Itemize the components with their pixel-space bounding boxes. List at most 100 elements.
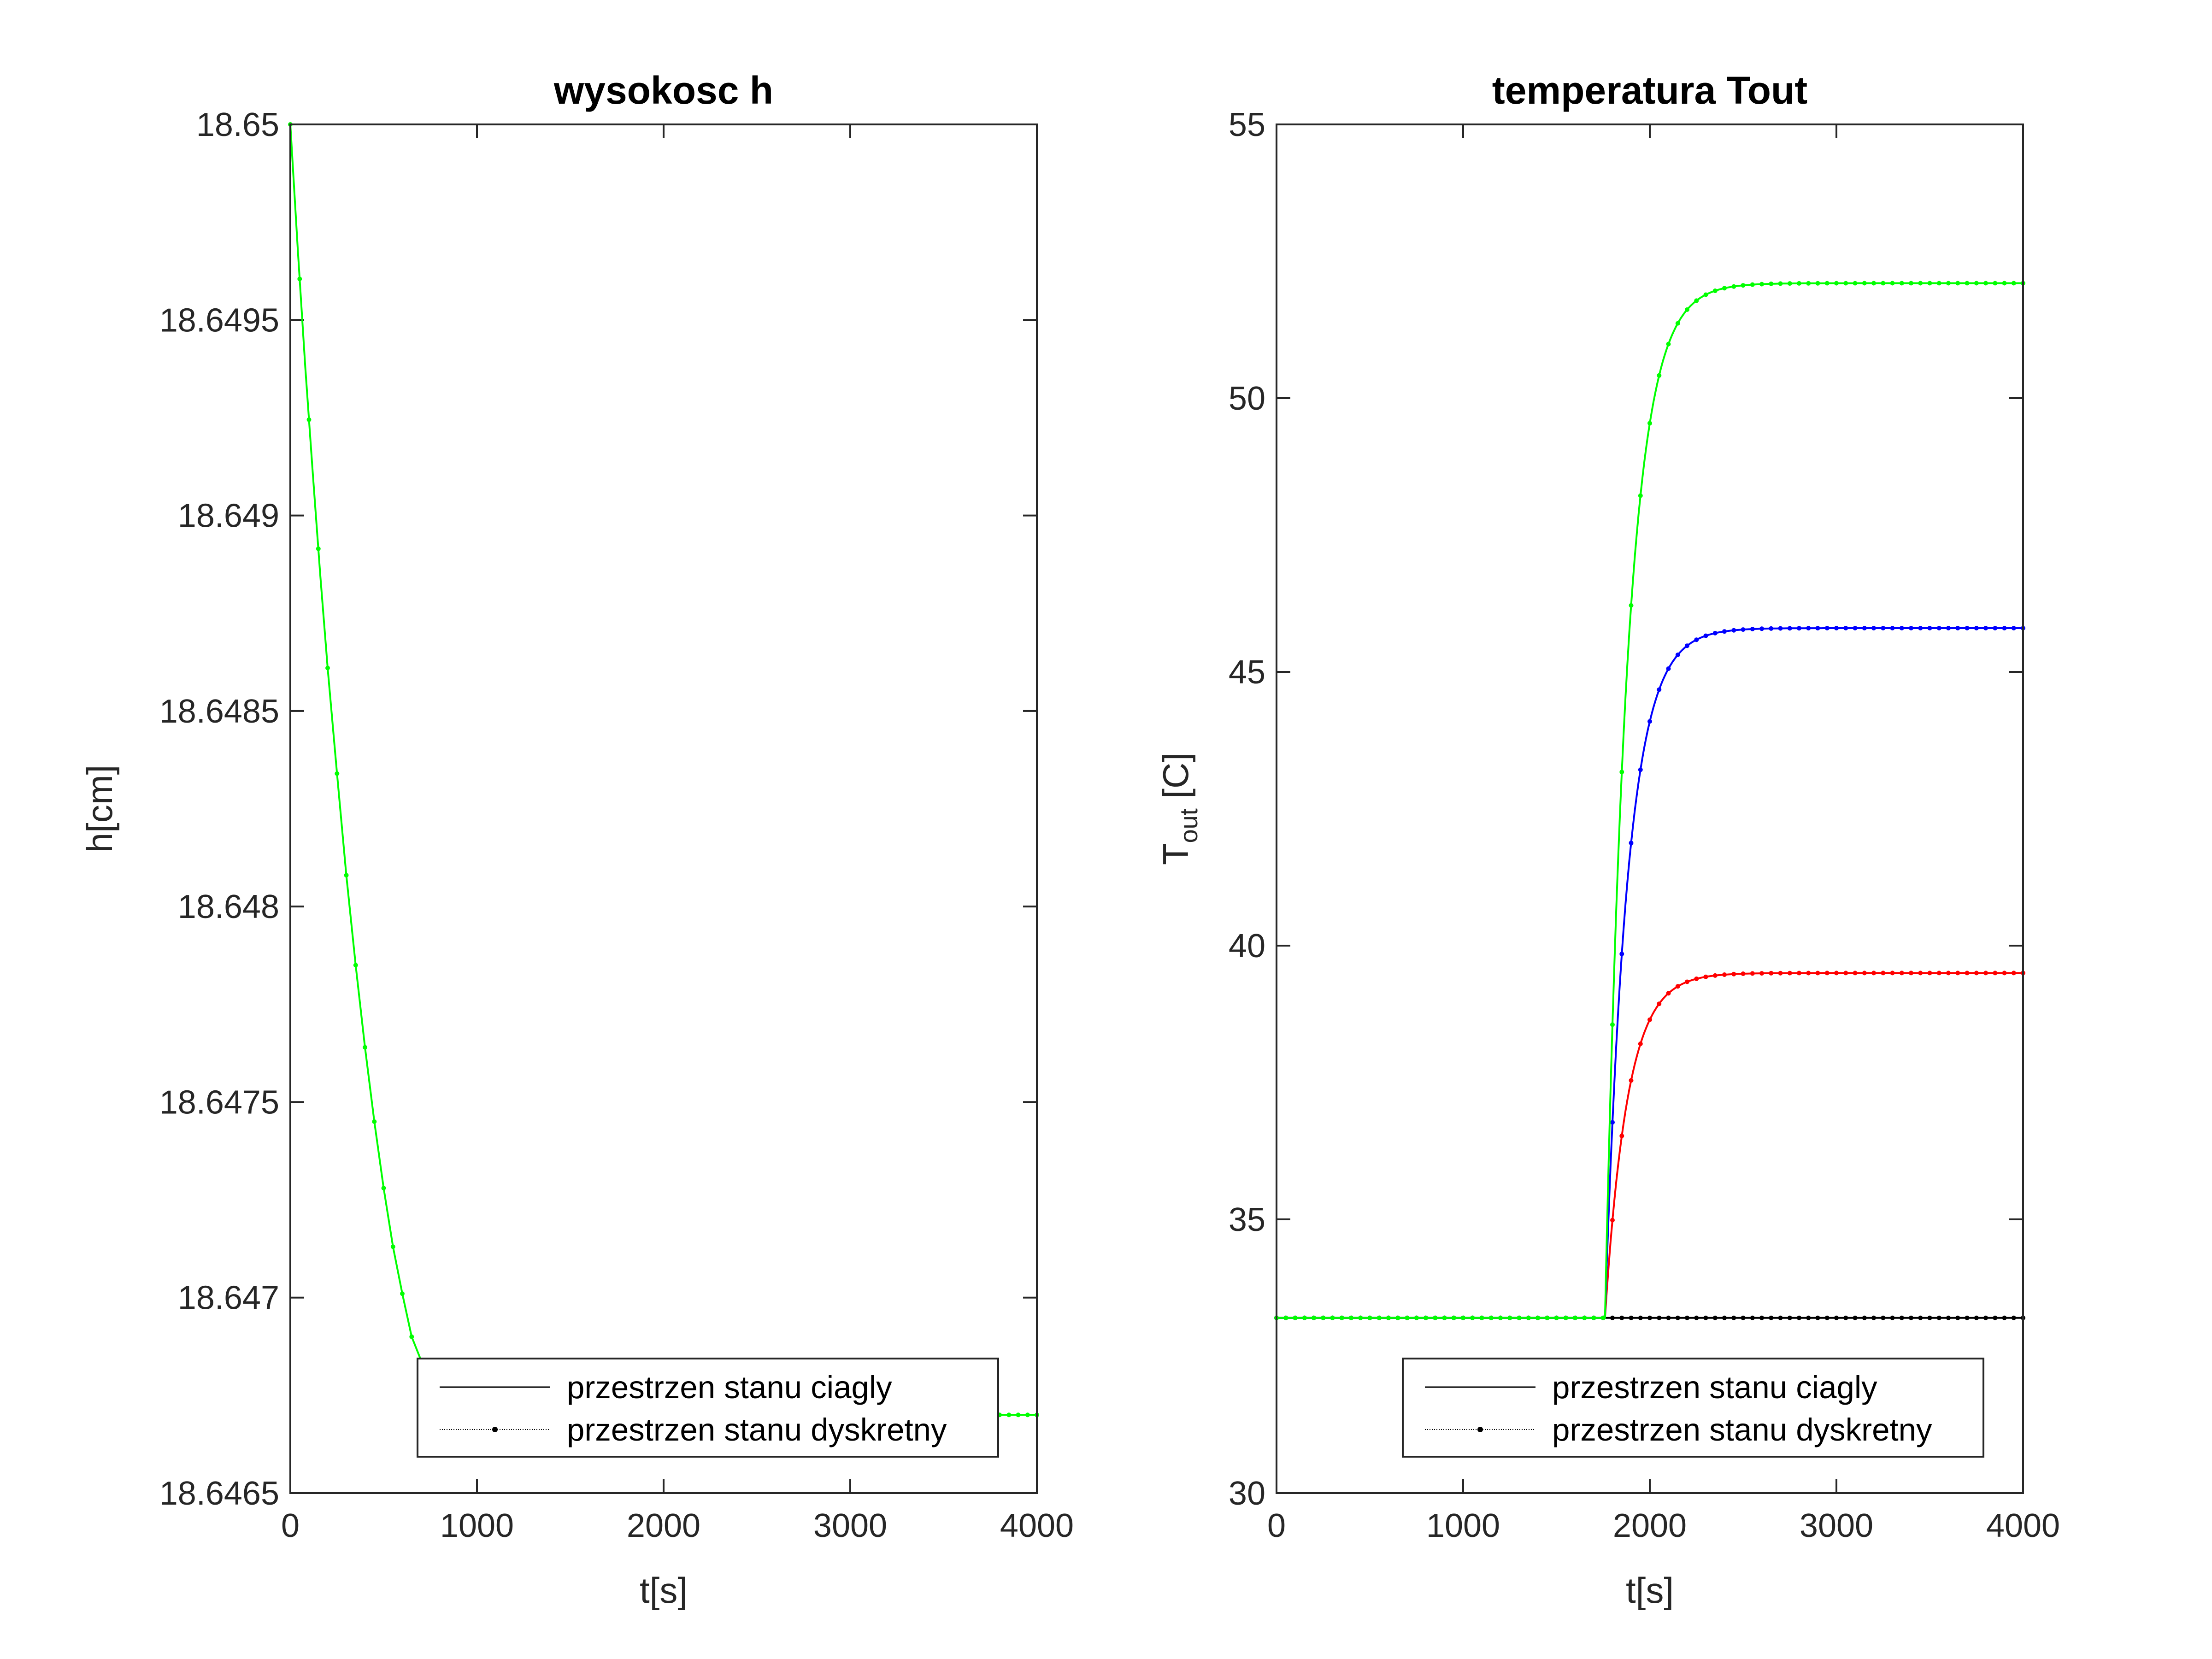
height-xtick-label: 0 [281,1507,300,1544]
temperature-sample-marker [1750,1315,1755,1320]
temperature-sample-marker [2011,1315,2016,1320]
temperature-sample-marker [1909,1315,1913,1320]
temperature-sample-marker [1424,1315,1428,1320]
temperature-sample-marker [1918,281,1923,286]
height-sample-marker [353,963,358,968]
height-sample-marker [297,276,302,282]
temperature-plot-box [1276,124,2024,1494]
temperature-sample-marker [1619,770,1624,775]
temperature-sample-marker [1965,1315,1970,1320]
temperature-sample-marker [1965,281,1970,286]
height-xtick-label: 3000 [813,1507,887,1544]
temperature-sample-marker [1974,971,1979,976]
temperature-sample-marker [1647,421,1652,426]
temperature-sample-marker [1283,1315,1288,1320]
temperature-sample-marker [1778,971,1783,976]
temperature-sample-marker [1722,629,1727,634]
height-ytick-label: 18.6485 [159,693,279,730]
temperature-sample-marker [1675,321,1680,326]
temperature-sample-marker [1946,626,1951,630]
height-xtick-label: 2000 [627,1507,700,1544]
temperature-sample-marker [1619,952,1624,956]
temperature-xtick-label: 4000 [1986,1507,2060,1544]
temperature-sample-marker [1936,1315,1941,1320]
temperature-sample-marker [1657,1001,1662,1006]
temperature-sample-marker [1871,971,1876,976]
temperature-sample-marker [2011,971,2016,976]
temperature-sample-marker [1675,653,1680,657]
height-plot-ylabel: h[cm] [79,765,120,853]
temperature-sample-marker [1871,1315,1876,1320]
temperature-sample-marker [1405,1315,1410,1320]
temperature-sample-marker [1750,627,1755,631]
temperature-sample-marker [1759,971,1764,976]
temperature-ytick-label: 55 [1229,106,1265,143]
temperature-sample-marker [1927,281,1932,286]
height-plot: 0 1000 2000 3000 4000 18.6465 18.647 18.6475 18.… [79,69,1074,1611]
temperature-sample-marker [1647,1017,1652,1022]
temperature-sample-marker [1507,1315,1512,1320]
temperature-sample-marker [1993,626,1998,630]
temperature-sample-marker [1806,281,1811,286]
temperature-sample-marker [1703,633,1708,638]
temperature-sample-marker [1694,637,1699,642]
temperature-sample-marker [1965,626,1970,630]
height-plot-legend-entry-continuous: przestrzen stanu ciagly [567,1370,892,1405]
temperature-xtick-label: 3000 [1800,1507,1873,1544]
temperature-sample-marker [1703,292,1708,297]
temperature-xtick-label: 2000 [1613,1507,1687,1544]
temperature-sample-marker [1759,282,1764,287]
temperature-sample-marker [1787,281,1792,286]
temperature-sample-marker [1806,626,1811,631]
temperature-sample-marker [1955,626,1960,630]
temperature-sample-marker [1824,1315,1830,1320]
temperature-sample-marker [1657,1315,1662,1320]
temperature-sample-marker [1545,1315,1550,1320]
height-ytick-label: 18.6465 [159,1475,279,1512]
temperature-plot-legend-entry-discrete: przestrzen stanu dyskretny [1552,1412,1932,1447]
temperature-sample-marker [1806,971,1811,976]
temperature-sample-marker [1535,1315,1540,1320]
temperature-sample-marker [1591,1315,1596,1320]
temperature-sample-marker [1797,1315,1801,1320]
temperature-sample-marker [1722,286,1727,291]
temperature-sample-marker [1666,991,1671,996]
temperature-sample-marker [1909,281,1913,286]
height-sample-marker [409,1334,414,1339]
temperature-sample-marker [1666,666,1671,671]
temperature-sample-marker [1600,1315,1606,1320]
temperature-sample-marker [1610,1022,1615,1027]
temperature-sample-marker [1834,626,1839,630]
temperature-sample-marker [1853,971,1858,976]
temperature-plot-ylabel-unit: [C] [1155,753,1196,808]
temperature-sample-marker [1694,977,1699,981]
temperature-sample-marker [1712,1315,1718,1320]
temperature-xtick-label: 1000 [1426,1507,1500,1544]
temperature-sample-marker [1647,719,1652,724]
temperature-sample-marker [1946,281,1951,286]
temperature-sample-marker [1302,1315,1307,1320]
temperature-sample-marker [1629,1078,1634,1083]
height-plot-legend-entry-discrete: przestrzen stanu dyskretny [567,1412,947,1447]
temperature-sample-marker [1843,281,1848,286]
height-sample-marker [344,873,349,878]
temperature-sample-marker [1824,281,1830,286]
temperature-sample-marker [1685,979,1689,984]
temperature-sample-marker [1712,973,1718,978]
temperature-sample-marker [2011,626,2016,630]
temperature-sample-marker [1470,1315,1475,1320]
temperature-sample-marker [1629,603,1634,608]
temperature-sample-marker [1638,767,1643,772]
height-ytick-label: 18.649 [178,498,279,535]
temperature-sample-marker [1834,281,1839,286]
temperature-sample-marker [1619,1133,1624,1138]
height-sample-marker [1016,1412,1021,1418]
temperature-sample-marker [1769,971,1774,976]
temperature-sample-marker [1918,1315,1923,1320]
height-plot-area [290,124,1037,1493]
temperature-sample-marker [1909,971,1913,976]
temperature-sample-marker [1741,971,1746,976]
temperature-sample-marker [2002,281,2007,286]
temperature-sample-marker [1993,1315,1998,1320]
height-xtick-label: 4000 [1000,1507,1074,1544]
